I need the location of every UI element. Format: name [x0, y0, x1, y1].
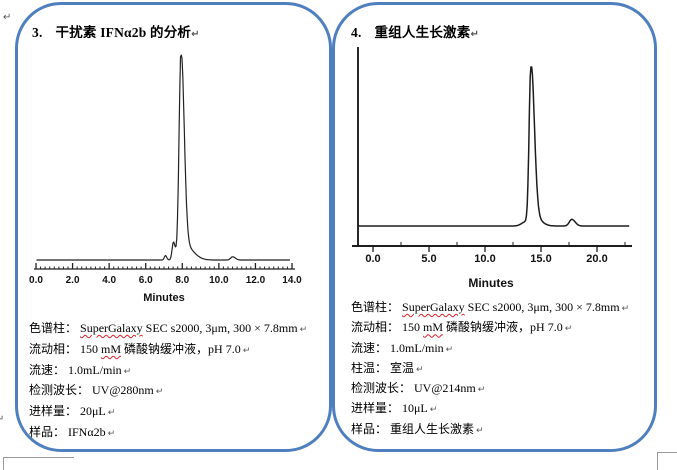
paragraph-mark: ↵ — [155, 387, 164, 398]
paragraph-mark: ↵ — [476, 425, 484, 436]
section-title-text: 干扰素 IFNα2b 的分析 — [55, 25, 192, 40]
paragraph-mark: ↵ — [621, 304, 630, 314]
condition-line: 流动相： 150 mM 磷酸钠缓冲液，pH 7.0 ↵ — [351, 317, 629, 337]
paragraph-mark: ↵ — [107, 408, 116, 419]
condition-line: 流速： 1.0mL/min ↵ — [29, 360, 307, 381]
tick-label: 20.0 — [586, 253, 607, 265]
condition-line: 色谱柱： SuperGalaxy SEC s2000, 3μm, 300 × 7… — [29, 318, 307, 339]
section-number: 4. — [351, 25, 362, 40]
misspelled-text: SuperGalaxy — [80, 321, 143, 335]
paragraph-mark: ↵ — [299, 325, 308, 335]
tick-label: 6.0 — [139, 275, 153, 286]
paragraph-mark: ↵ — [445, 344, 454, 355]
condition-text: 柱温： 室温 — [351, 360, 415, 375]
condition-text: 流动相： 150 — [351, 320, 424, 335]
chromatogram-trace — [358, 66, 630, 227]
paragraph-mark: ↵ — [123, 366, 132, 377]
condition-text: 检测波长： UV@214nm — [351, 381, 476, 396]
tick-label: 4.0 — [102, 275, 116, 286]
paragraph-mark: ↵ — [477, 385, 486, 396]
paragraph-mark: ↵ — [191, 29, 200, 40]
cropped-shape-corner — [657, 452, 677, 470]
condition-text: 进样量： 20μL — [29, 404, 106, 419]
tick-label: 8.0 — [175, 275, 189, 286]
paragraph-mark: ↵ — [107, 428, 116, 439]
condition-line: 检测波长： UV@280nm ↵ — [29, 380, 307, 401]
tick-label: 15.0 — [530, 253, 551, 265]
tick-label: 2.0 — [66, 275, 80, 286]
paragraph-mark: ↵ — [0, 414, 5, 425]
tick-label: 10.0 — [209, 275, 229, 286]
chromatogram-rhgh: 0.0 5.0 10.0 15.0 20.0 Minutes — [344, 44, 644, 296]
condition-line: 样品： 重组人生长激素 ↵ — [351, 419, 629, 439]
tick-label: 12.0 — [246, 275, 266, 286]
condition-text: 进样量： 10μL — [351, 401, 428, 416]
section-title-text: 重组人生长激素 — [374, 25, 471, 40]
tick-label: 0.0 — [365, 253, 380, 265]
condition-text: 流速： 1.0mL/min — [29, 362, 122, 377]
misspelled-text: SuperGalaxy — [402, 300, 465, 314]
condition-text: 样品： 重组人生长激素 — [351, 421, 475, 436]
condition-line: 检测波长： UV@214nm ↵ — [351, 378, 629, 398]
paragraph-mark: ↵ — [470, 29, 480, 40]
tick-label: 14.0 — [282, 275, 302, 286]
condition-text: 流速： 1.0mL/min — [351, 340, 444, 355]
condition-text: 色谱柱： — [29, 321, 81, 335]
condition-line: 样品： IFNα2b ↵ — [29, 422, 307, 443]
condition-line: 进样量： 10μL ↵ — [351, 398, 629, 418]
panel-interferon-analysis: 3. 干扰素 IFNα2b 的分析↵ 0.0 2.0 4.0 6.0 8.0 10.0 12.… — [15, 2, 332, 452]
condition-text: 磷酸钠缓冲液，pH 7.0 — [121, 341, 241, 356]
tick-label: 5.0 — [421, 253, 436, 265]
chromatogram-ifn-alpha2b: 0.0 2.0 4.0 6.0 8.0 10.0 12.0 14.0 Minutes — [25, 38, 317, 308]
condition-text: 色谱柱： — [351, 300, 403, 314]
conditions-list: 色谱柱： SuperGalaxy SEC s2000, 3μm, 300 × 7… — [351, 297, 629, 439]
x-axis-title: Minutes — [143, 292, 185, 304]
chromatogram-trace — [36, 54, 290, 261]
condition-text: SEC s2000, 3μm, 300 × 7.8mm — [464, 300, 620, 314]
panel-title: 3. 干扰素 IFNα2b 的分析↵ — [32, 21, 200, 41]
panel-growth-hormone: 4. 重组人生长激素↵ 0.0 5.0 10.0 15.0 20.0 Minutes 色谱柱… — [332, 2, 657, 452]
condition-line: 色谱柱： SuperGalaxy SEC s2000, 3μm, 300 × 7… — [351, 297, 629, 317]
condition-text: 样品： IFNα2b — [29, 424, 106, 439]
condition-text: SEC s2000, 3μm, 300 × 7.8mm — [142, 321, 298, 335]
condition-text: 检测波长： UV@280nm — [29, 383, 154, 398]
paragraph-mark: ↵ — [242, 345, 251, 356]
panel-title: 4. 重组人生长激素↵ — [351, 21, 479, 41]
conditions-list: 色谱柱： SuperGalaxy SEC s2000, 3μm, 300 × 7… — [29, 318, 307, 443]
condition-text: 磷酸钠缓冲液，pH 7.0 — [443, 320, 563, 335]
section-number: 3. — [32, 25, 43, 40]
condition-line: 进样量： 20μL ↵ — [29, 401, 307, 422]
misspelled-text: mM — [101, 341, 122, 356]
paragraph-mark: ↵ — [564, 324, 573, 335]
misspelled-text: mM — [423, 320, 444, 335]
paragraph-mark: ↵ — [416, 364, 424, 375]
tick-label: 10.0 — [474, 253, 495, 265]
cropped-shape-corner — [3, 457, 74, 470]
condition-text: 流动相： 150 — [29, 341, 102, 356]
condition-line: 流速： 1.0mL/min ↵ — [351, 338, 629, 358]
paragraph-mark: ↵ — [3, 12, 12, 23]
condition-line: 柱温： 室温 ↵ — [351, 358, 629, 378]
paragraph-mark: ↵ — [429, 405, 438, 416]
tick-label: 0.0 — [29, 275, 43, 286]
condition-line: 流动相： 150 mM 磷酸钠缓冲液，pH 7.0 ↵ — [29, 339, 307, 360]
x-axis-title: Minutes — [468, 276, 514, 290]
